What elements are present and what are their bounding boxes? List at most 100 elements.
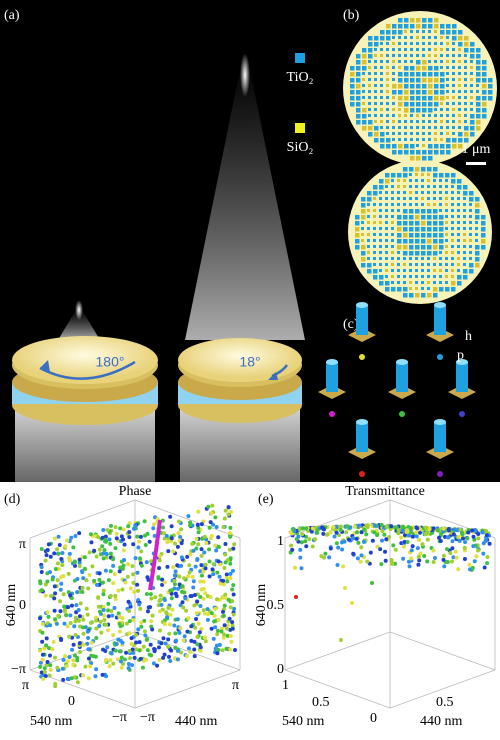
nanopillar [440, 150, 445, 155]
nanopillar [458, 84, 461, 87]
scatter-point [148, 592, 153, 597]
nanopillar [356, 66, 361, 71]
nanopillar [379, 251, 382, 254]
nanopillar [362, 114, 367, 119]
nanopillar [374, 108, 377, 111]
axis-line [389, 669, 496, 709]
scatter-point [442, 534, 447, 539]
scatter-point [53, 617, 58, 622]
nanopillar [398, 48, 401, 51]
nanopillar [398, 96, 403, 101]
nanopillar [433, 275, 436, 278]
nanopillar [373, 191, 378, 196]
scatter-point [221, 578, 226, 583]
scatter-point [165, 564, 170, 569]
scatter-point [178, 626, 183, 631]
nanopillar [482, 108, 487, 113]
nanopillar [428, 66, 433, 71]
nanopillar [427, 251, 432, 256]
nanopillar [434, 54, 437, 57]
nanopillar [445, 209, 448, 212]
nanopillar [469, 245, 472, 248]
nanopillar [445, 263, 448, 266]
scatter-point [106, 578, 111, 583]
scatter-point [300, 526, 305, 531]
scatter-point [224, 572, 229, 577]
nanopillar [421, 197, 424, 200]
nanopillar [421, 287, 424, 290]
pillar [396, 362, 408, 392]
scatter-point [61, 677, 66, 682]
scatter-point [175, 617, 180, 622]
scatter-point [422, 553, 427, 558]
scatter-point [324, 532, 329, 537]
nanopillar [398, 102, 403, 107]
nanopillar [367, 233, 370, 236]
nanopillar [409, 251, 414, 256]
nanopillar [356, 120, 361, 125]
scatter-point [152, 649, 157, 654]
nanopillar [410, 36, 413, 39]
nanopillar [385, 263, 388, 266]
nanopillar [458, 54, 461, 57]
nanopillar [410, 108, 415, 113]
nanopillar [440, 90, 445, 95]
nanopillar [385, 191, 388, 194]
nanopillar [398, 138, 401, 141]
nanopillar [415, 185, 418, 188]
nanopillar [379, 227, 382, 230]
scatter-point [198, 569, 203, 574]
scatter-point [47, 673, 52, 678]
nanopillar [434, 144, 439, 149]
nanopillar [475, 221, 478, 224]
nanopillar [416, 66, 421, 71]
scatter-point [64, 613, 69, 618]
nanopillar [398, 150, 403, 155]
nanopillar [391, 185, 394, 188]
scatter-point [406, 559, 411, 564]
nanopillar [397, 233, 402, 238]
scatter-point [177, 574, 182, 579]
nanopillar [482, 114, 487, 119]
scatter-point [48, 663, 53, 668]
nanopillar [475, 209, 480, 214]
scatter-point [322, 555, 327, 560]
axis-label: 540 nm [30, 714, 73, 729]
nanopillar [445, 227, 448, 230]
scatter-point [52, 584, 57, 589]
nanopillar [368, 84, 371, 87]
nanopillar [362, 48, 367, 53]
scatter-point [425, 537, 430, 542]
nanopillar [470, 120, 475, 125]
scatter-point [194, 616, 199, 621]
scatter-point [120, 587, 125, 592]
nanopillar [391, 239, 394, 242]
scatter-point [60, 550, 65, 555]
scatter-point [211, 572, 216, 577]
nanopillar [433, 287, 438, 292]
scatter-point [38, 616, 43, 621]
nanopillar [434, 18, 439, 23]
nanopillar [445, 245, 448, 248]
nanopillar [368, 114, 371, 117]
nanopillar [439, 215, 444, 220]
nanopillar [367, 227, 370, 230]
axis-line [389, 631, 496, 671]
nanopillar [445, 221, 448, 224]
scatter-point [354, 536, 359, 541]
scatter-point [370, 581, 374, 585]
scatter-point [142, 629, 147, 634]
scatter-point [408, 526, 413, 531]
scatter-point [106, 601, 111, 606]
nanopillar [488, 90, 493, 95]
nanopillar [452, 138, 457, 143]
nanopillar [446, 78, 449, 81]
scatter-point [83, 664, 88, 669]
scatter-point [136, 588, 141, 593]
scatter-point [222, 603, 227, 608]
nanopillar [409, 269, 412, 272]
scatter-point [470, 565, 475, 570]
scatter-point [205, 617, 210, 622]
scatter-point [208, 595, 213, 600]
nanopillar [361, 233, 364, 236]
